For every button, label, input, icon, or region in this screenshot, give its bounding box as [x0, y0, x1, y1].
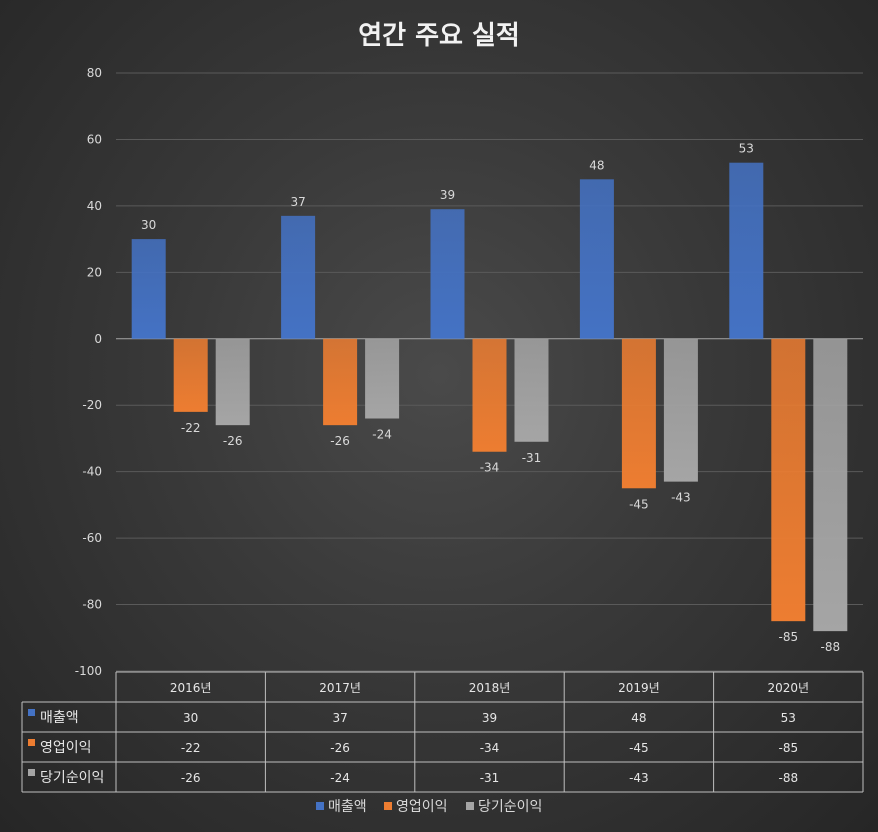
- data-label: -22: [181, 421, 201, 435]
- legend-swatch: [466, 802, 474, 810]
- table-cell: 30: [183, 711, 198, 725]
- data-label: -45: [629, 497, 649, 511]
- table-cell: -31: [480, 771, 500, 785]
- table-cell: -45: [629, 741, 649, 755]
- bar-영업이익-2018년: [472, 338, 507, 452]
- table-cell: -85: [778, 741, 798, 755]
- bar-당기순이익-2016년: [215, 338, 250, 426]
- row-swatch: [28, 739, 35, 746]
- table-cell: -22: [181, 741, 201, 755]
- y-tick-label: -60: [82, 531, 102, 545]
- row-swatch: [28, 769, 35, 776]
- data-label: -31: [522, 451, 542, 465]
- data-label: -43: [671, 491, 691, 505]
- table-row-name: 매출액: [40, 710, 79, 726]
- bar-영업이익-2019년: [621, 338, 656, 489]
- row-swatch: [28, 709, 35, 716]
- data-label: 30: [141, 218, 156, 232]
- bar-영업이익-2020년: [771, 338, 806, 622]
- data-label: 53: [739, 142, 754, 156]
- table-cell: -43: [629, 771, 649, 785]
- data-label: -24: [372, 428, 392, 442]
- y-tick-label: 40: [87, 199, 102, 213]
- data-label: -26: [330, 434, 350, 448]
- table-cell: 53: [781, 711, 796, 725]
- legend-label: 매출액: [328, 799, 367, 815]
- y-tick-label: 60: [87, 132, 102, 146]
- y-tick-label: -20: [82, 398, 102, 412]
- legend-label: 당기순이익: [478, 799, 542, 815]
- table-cell: -26: [181, 771, 201, 785]
- table-cell: -88: [778, 771, 798, 785]
- y-tick-label: 80: [87, 66, 102, 80]
- data-label: -88: [820, 640, 840, 654]
- chart-title: 연간 주요 실적: [358, 21, 520, 51]
- bar-매출액-2017년: [281, 215, 316, 339]
- y-tick-label: -40: [82, 465, 102, 479]
- bar-영업이익-2017년: [323, 338, 358, 426]
- bar-매출액-2019년: [579, 179, 614, 339]
- data-label: -34: [480, 461, 500, 475]
- table-header: 2018년: [469, 681, 511, 695]
- legend-swatch: [384, 802, 392, 810]
- table-cell: 48: [631, 711, 646, 725]
- bar-layer: [131, 162, 848, 632]
- bar-당기순이익-2018년: [514, 338, 549, 442]
- bar-매출액-2020년: [729, 162, 764, 339]
- table-header: 2020년: [768, 681, 810, 695]
- table-cell: -24: [330, 771, 350, 785]
- table-cell: 39: [482, 711, 497, 725]
- bar-매출액-2016년: [131, 239, 166, 339]
- table-cell: -34: [480, 741, 500, 755]
- bar-영업이익-2016년: [173, 338, 208, 412]
- y-tick-label: -80: [82, 598, 102, 612]
- data-label: 48: [589, 158, 604, 172]
- table-row-name: 영업이익: [40, 740, 92, 756]
- y-tick-label: 0: [94, 332, 102, 346]
- table-header: 2016년: [170, 681, 212, 695]
- y-tick-label: 20: [87, 265, 102, 279]
- bar-당기순이익-2017년: [365, 338, 400, 419]
- legend-label: 영업이익: [396, 799, 448, 815]
- data-label: 37: [290, 195, 305, 209]
- bar-매출액-2018년: [430, 209, 465, 339]
- data-label: 39: [440, 188, 455, 202]
- label-layer: 30 -22 -26 37 -26 -24 39 -34 -31 48 -45 -43 53 -85 -88: [141, 142, 840, 654]
- table-row-name: 당기순이익: [40, 770, 104, 786]
- data-label: -85: [778, 630, 798, 644]
- table-cell: -26: [330, 741, 350, 755]
- table-header: 2017년: [319, 681, 361, 695]
- y-tick-label: -100: [75, 664, 102, 678]
- legend-swatch: [316, 802, 324, 810]
- legend: 매출액 영업이익 당기순이익: [316, 799, 542, 815]
- bar-당기순이익-2019년: [663, 338, 698, 482]
- table-cell: 37: [332, 711, 347, 725]
- bar-당기순이익-2020년: [813, 338, 848, 632]
- data-label: -26: [223, 434, 243, 448]
- table-header: 2019년: [618, 681, 660, 695]
